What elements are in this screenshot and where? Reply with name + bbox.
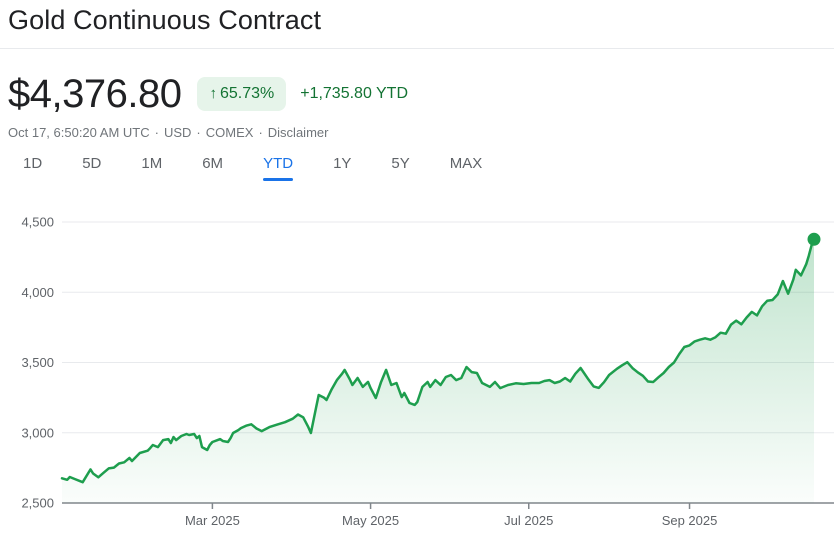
x-axis-label: Jul 2025 — [504, 513, 553, 528]
price-chart[interactable]: 2,500 3,000 3,500 4,000 4,500 Mar 2025 May 202… — [0, 200, 834, 546]
tab-1d[interactable]: 1D — [23, 155, 43, 172]
arrow-up-icon: ↑ — [209, 85, 217, 102]
y-axis-label: 2,500 — [21, 496, 54, 511]
y-axis-label: 3,500 — [21, 355, 54, 370]
tab-ytd[interactable]: YTD — [263, 155, 294, 181]
title-divider — [0, 48, 834, 49]
change-percent-badge: ↑ 65.73% — [197, 77, 287, 111]
price-value: $4,376.80 — [8, 72, 182, 116]
y-axis-label: 4,500 — [21, 215, 54, 230]
change-percent: 65.73% — [219, 85, 275, 103]
quote-summary: $4,376.80 ↑ 65.73% +1,735.80 YTD — [8, 74, 408, 114]
x-axis-label: Sep 2025 — [662, 513, 718, 528]
timestamp: Oct 17, 6:50:20 AM UTC — [8, 125, 150, 140]
last-price-dot — [807, 232, 821, 246]
currency-label: USD — [163, 125, 192, 140]
page-title: Gold Continuous Contract — [8, 5, 322, 35]
tab-6m[interactable]: 6M — [202, 155, 224, 172]
ytd-absolute-change: +1,735.80 YTD — [300, 85, 408, 102]
exchange-label: COMEX — [205, 125, 254, 140]
separator-dot: · — [258, 125, 263, 140]
price-line — [60, 238, 816, 484]
separator-dot: · — [196, 125, 201, 140]
tab-max[interactable]: MAX — [449, 155, 483, 172]
price-chart-svg[interactable]: 2,500 3,000 3,500 4,000 4,500 Mar 2025 May 202… — [0, 200, 834, 546]
tab-1m[interactable]: 1M — [141, 155, 163, 172]
tab-5y[interactable]: 5Y — [391, 155, 410, 172]
separator-dot: · — [154, 125, 159, 140]
tab-1y[interactable]: 1Y — [333, 155, 352, 172]
x-axis-label: Mar 2025 — [185, 513, 240, 528]
y-axis-label: 3,000 — [21, 425, 54, 440]
quote-meta: Oct 17, 6:50:20 AM UTC · USD · COMEX · Disclai… — [8, 125, 328, 141]
y-axis-label: 4,000 — [21, 285, 54, 300]
x-axis-label: May 2025 — [342, 513, 399, 528]
range-tabs: 1D 5D 1M 6M YTD 1Y 5Y MAX — [23, 155, 482, 181]
price-area-fill — [62, 239, 814, 504]
disclaimer-link[interactable]: Disclaimer — [267, 125, 329, 140]
tab-5d[interactable]: 5D — [82, 155, 102, 172]
